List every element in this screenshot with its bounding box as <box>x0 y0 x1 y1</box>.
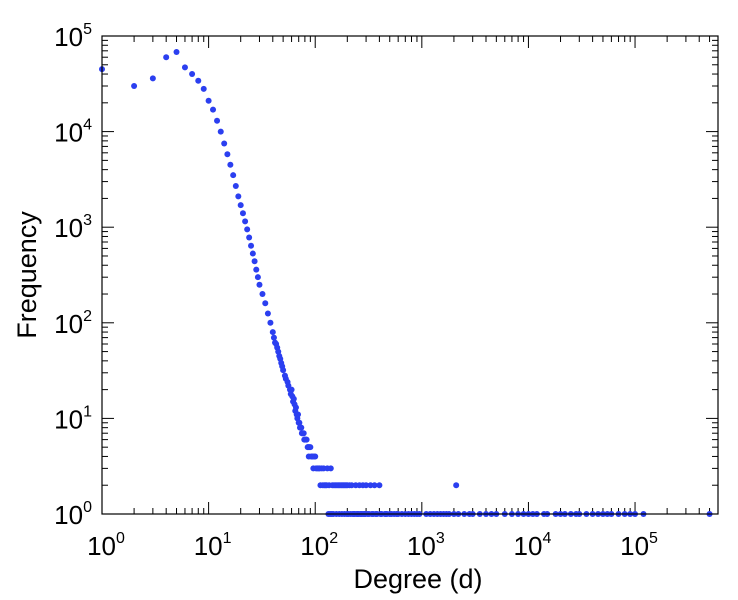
plot-frame <box>101 35 719 515</box>
y-tick-label: 101 <box>54 403 92 434</box>
data-point <box>242 218 249 225</box>
data-point <box>269 329 276 336</box>
x-tick-label: 104 <box>514 530 552 561</box>
data-point <box>224 151 231 158</box>
data-point <box>453 482 460 489</box>
data-point <box>303 436 310 443</box>
data-point <box>131 82 138 89</box>
data-points <box>99 49 713 517</box>
data-point <box>230 172 237 179</box>
data-point <box>273 341 280 348</box>
data-point <box>279 363 286 370</box>
data-point <box>248 242 255 249</box>
tick-marks <box>101 35 719 515</box>
data-point <box>290 395 297 402</box>
data-point <box>239 210 246 217</box>
data-point <box>205 97 212 104</box>
data-point <box>327 465 334 472</box>
data-point <box>292 404 299 411</box>
x-tick-label: 101 <box>194 530 232 561</box>
data-point <box>262 300 269 307</box>
y-tick-label: 103 <box>54 212 92 243</box>
data-point <box>163 54 170 61</box>
y-tick-label: 105 <box>54 21 92 52</box>
data-point <box>376 482 383 489</box>
data-point <box>284 379 291 386</box>
data-point <box>270 334 277 341</box>
x-tick-label: 102 <box>300 530 338 561</box>
data-point <box>210 106 217 113</box>
data-point <box>296 419 303 426</box>
data-point <box>277 355 284 362</box>
data-point <box>323 482 330 489</box>
data-point <box>149 75 156 82</box>
data-point <box>295 411 302 418</box>
data-point <box>217 128 224 135</box>
data-point <box>298 430 305 437</box>
data-point <box>173 49 180 56</box>
data-point <box>315 465 322 472</box>
data-point <box>237 202 244 209</box>
data-point <box>221 140 228 147</box>
data-point <box>256 281 263 288</box>
data-point <box>235 193 242 200</box>
data-point <box>267 319 274 326</box>
y-tick-label: 102 <box>54 308 92 339</box>
data-point <box>253 266 260 273</box>
y-axis-title: Frequency <box>12 211 42 339</box>
data-point <box>305 444 312 451</box>
data-point <box>343 482 350 489</box>
data-point <box>195 77 202 84</box>
data-point <box>251 258 258 265</box>
data-point <box>249 250 256 257</box>
data-point <box>246 234 253 241</box>
data-point <box>244 226 251 233</box>
data-point <box>214 117 221 124</box>
data-point <box>189 71 196 78</box>
x-tick-labels: 100 101 102 103 104 105 <box>87 530 658 561</box>
x-axis-title: Degree (d) <box>353 564 482 594</box>
data-point <box>227 161 234 168</box>
y-tick-label: 100 <box>54 499 92 530</box>
x-tick-label: 105 <box>620 530 658 561</box>
data-point <box>181 64 188 71</box>
data-point <box>288 386 295 393</box>
x-tick-label: 103 <box>407 530 445 561</box>
y-tick-label: 104 <box>54 117 92 148</box>
data-point <box>200 85 207 92</box>
data-point <box>363 482 370 489</box>
data-point <box>308 453 315 460</box>
data-point <box>275 348 282 355</box>
data-point <box>259 291 266 298</box>
y-tick-labels: 100 101 102 103 104 105 <box>54 21 92 530</box>
data-point <box>297 424 304 431</box>
x-tick-label: 100 <box>87 530 125 561</box>
data-point <box>254 274 261 281</box>
data-point <box>232 182 239 189</box>
data-point <box>264 310 271 317</box>
data-point <box>281 372 288 379</box>
data-point <box>371 482 378 489</box>
